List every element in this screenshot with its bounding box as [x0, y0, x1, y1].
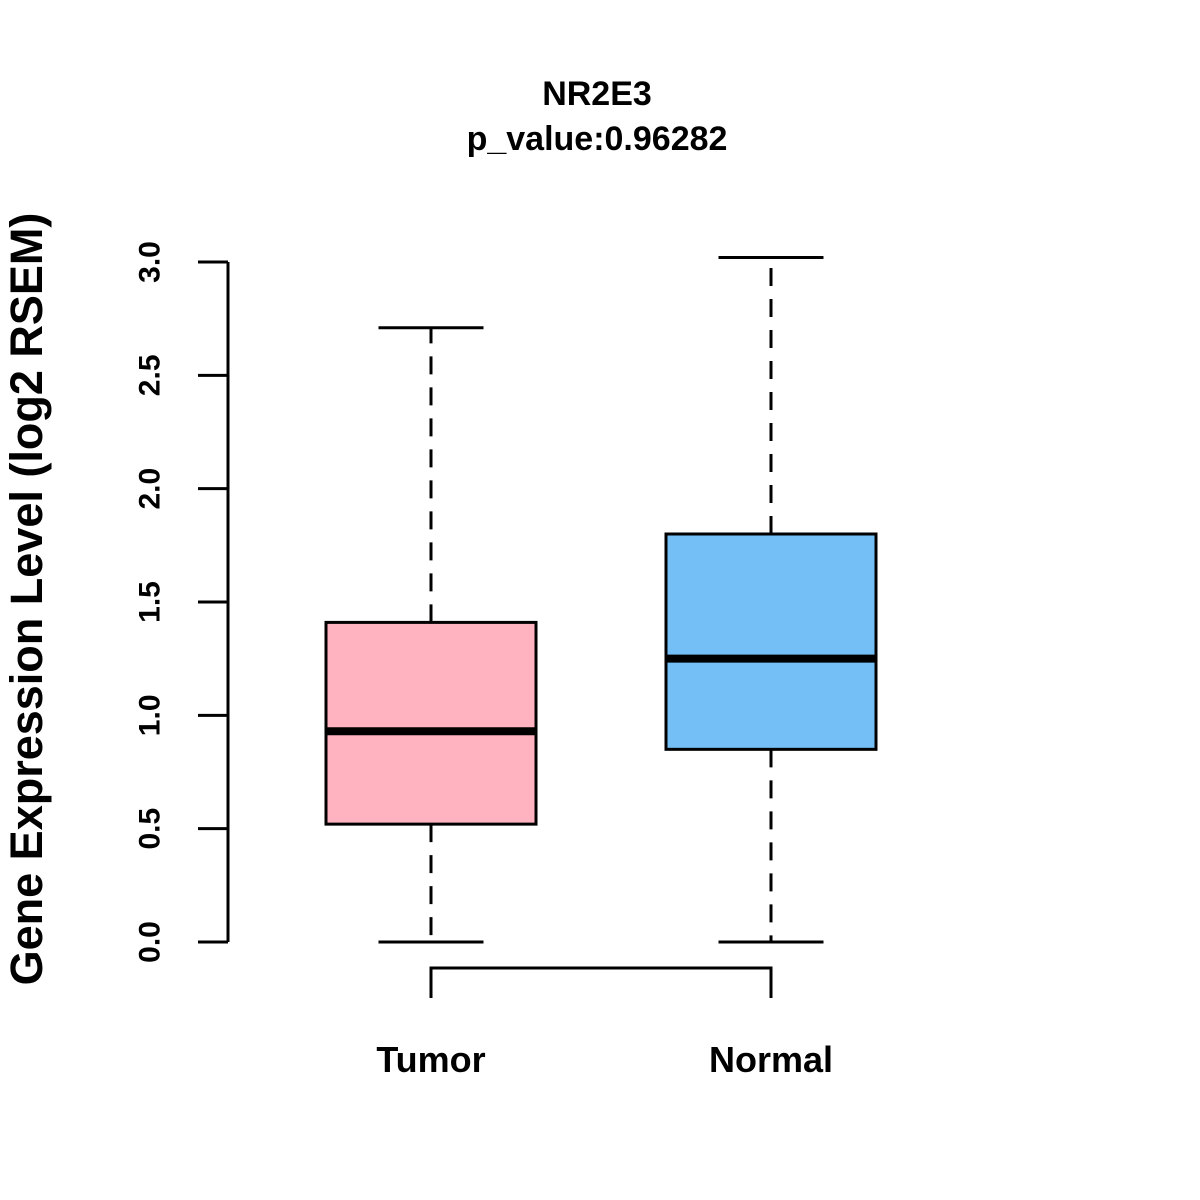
- chart-subtitle: p_value:0.96282: [467, 120, 728, 158]
- y-tick-label: 1.0: [134, 694, 167, 736]
- y-tick-label: 0.0: [134, 921, 167, 963]
- normal-box: [664, 532, 878, 751]
- y-tick-label: 0.5: [134, 808, 167, 850]
- chart-title: NR2E3: [542, 75, 652, 113]
- x-category-label-tumor: Tumor: [376, 1039, 485, 1080]
- y-tick-label: 2.5: [134, 354, 167, 396]
- tumor-box: [324, 620, 538, 826]
- y-axis-title: Gene Expression Level (log2 RSEM): [1, 213, 52, 986]
- plot-area: 0.0 0.5 1.0 1.5 2.0 2.5 3.0: [134, 241, 878, 998]
- y-tick-label: 3.0: [134, 241, 167, 283]
- x-axis-bracket: [429, 966, 773, 998]
- y-tick-label: 1.5: [134, 581, 167, 623]
- y-tick-label: 2.0: [134, 468, 167, 510]
- x-category-label-normal: Normal: [709, 1039, 833, 1080]
